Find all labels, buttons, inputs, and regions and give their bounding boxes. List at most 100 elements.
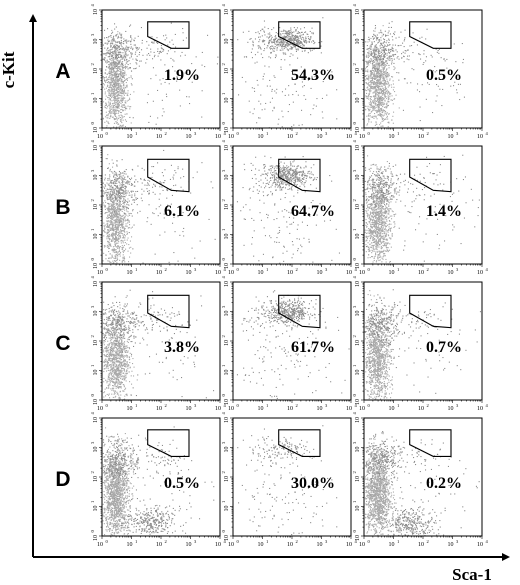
data-point	[118, 180, 120, 182]
data-point	[116, 105, 118, 107]
data-point	[111, 89, 113, 91]
data-point	[283, 35, 285, 37]
data-point	[427, 82, 429, 84]
data-point	[368, 102, 370, 104]
data-point	[119, 119, 121, 121]
data-point	[114, 40, 116, 42]
data-point	[103, 252, 105, 254]
data-point	[115, 56, 117, 58]
data-point	[379, 75, 381, 77]
data-point	[141, 188, 143, 190]
data-point	[135, 67, 137, 69]
data-point	[114, 72, 116, 74]
data-point	[389, 55, 391, 57]
data-point	[110, 90, 112, 92]
data-point	[157, 48, 159, 50]
data-point	[289, 43, 291, 45]
data-point	[103, 193, 105, 195]
data-point	[112, 201, 114, 203]
data-point	[148, 193, 150, 195]
data-point	[289, 36, 291, 38]
y-tick-exponent: 4	[90, 140, 95, 143]
data-point	[112, 43, 114, 45]
data-point	[108, 210, 110, 212]
data-point	[116, 70, 118, 72]
data-point	[125, 169, 127, 171]
data-point	[377, 102, 379, 104]
data-point	[113, 203, 115, 205]
data-point	[280, 174, 282, 176]
data-point	[116, 210, 118, 212]
data-point	[104, 205, 106, 207]
data-point	[117, 258, 119, 260]
data-point	[117, 214, 119, 216]
data-point	[122, 192, 124, 194]
data-point	[122, 69, 124, 71]
data-point	[285, 37, 287, 39]
data-point	[369, 85, 371, 87]
data-point	[114, 242, 116, 244]
data-point	[372, 100, 374, 102]
data-point	[115, 226, 117, 228]
data-point	[125, 213, 127, 215]
data-point	[382, 80, 384, 82]
data-point	[117, 110, 119, 112]
data-point	[278, 43, 280, 45]
data-point	[122, 242, 124, 244]
data-point	[114, 189, 116, 191]
data-point	[283, 30, 285, 32]
data-point	[132, 248, 134, 250]
data-point	[118, 93, 120, 95]
data-point	[365, 70, 367, 72]
data-point	[369, 113, 371, 115]
data-point	[430, 54, 432, 56]
data-point	[117, 96, 119, 98]
y-tick-exponent: 2	[90, 63, 95, 65]
data-point	[371, 63, 373, 65]
data-point	[115, 214, 117, 216]
data-point	[396, 57, 398, 59]
data-point	[127, 211, 129, 213]
data-point	[114, 93, 116, 95]
data-point	[122, 256, 124, 258]
data-point	[301, 181, 303, 183]
data-point	[118, 250, 120, 252]
data-point	[394, 91, 396, 93]
data-point	[119, 125, 121, 127]
data-point	[104, 59, 106, 61]
data-point	[141, 200, 143, 202]
data-point	[284, 41, 286, 43]
data-point	[111, 233, 113, 235]
data-point	[377, 70, 379, 72]
data-point	[371, 41, 373, 43]
data-point	[163, 182, 165, 184]
data-point	[287, 111, 289, 113]
data-point	[119, 177, 121, 179]
data-point	[376, 87, 378, 89]
data-point	[125, 45, 127, 47]
data-point	[115, 75, 117, 77]
data-point	[114, 114, 116, 116]
data-point	[108, 242, 110, 244]
data-point	[137, 212, 139, 214]
data-point	[114, 252, 116, 254]
data-point	[125, 30, 127, 32]
data-point	[266, 36, 268, 38]
data-point	[115, 118, 117, 120]
data-point	[113, 199, 115, 201]
data-point	[115, 211, 117, 213]
data-point	[111, 221, 113, 223]
data-point	[131, 190, 133, 192]
data-point	[419, 91, 421, 93]
data-point	[107, 101, 109, 103]
data-point	[121, 222, 123, 224]
data-point	[375, 65, 377, 67]
data-point	[290, 39, 292, 41]
x-tick-exponent: 0	[106, 267, 109, 272]
data-point	[102, 86, 104, 88]
data-point	[113, 108, 115, 110]
data-point	[318, 42, 320, 44]
data-point	[140, 60, 142, 62]
data-point	[381, 120, 383, 122]
data-point	[280, 30, 282, 32]
